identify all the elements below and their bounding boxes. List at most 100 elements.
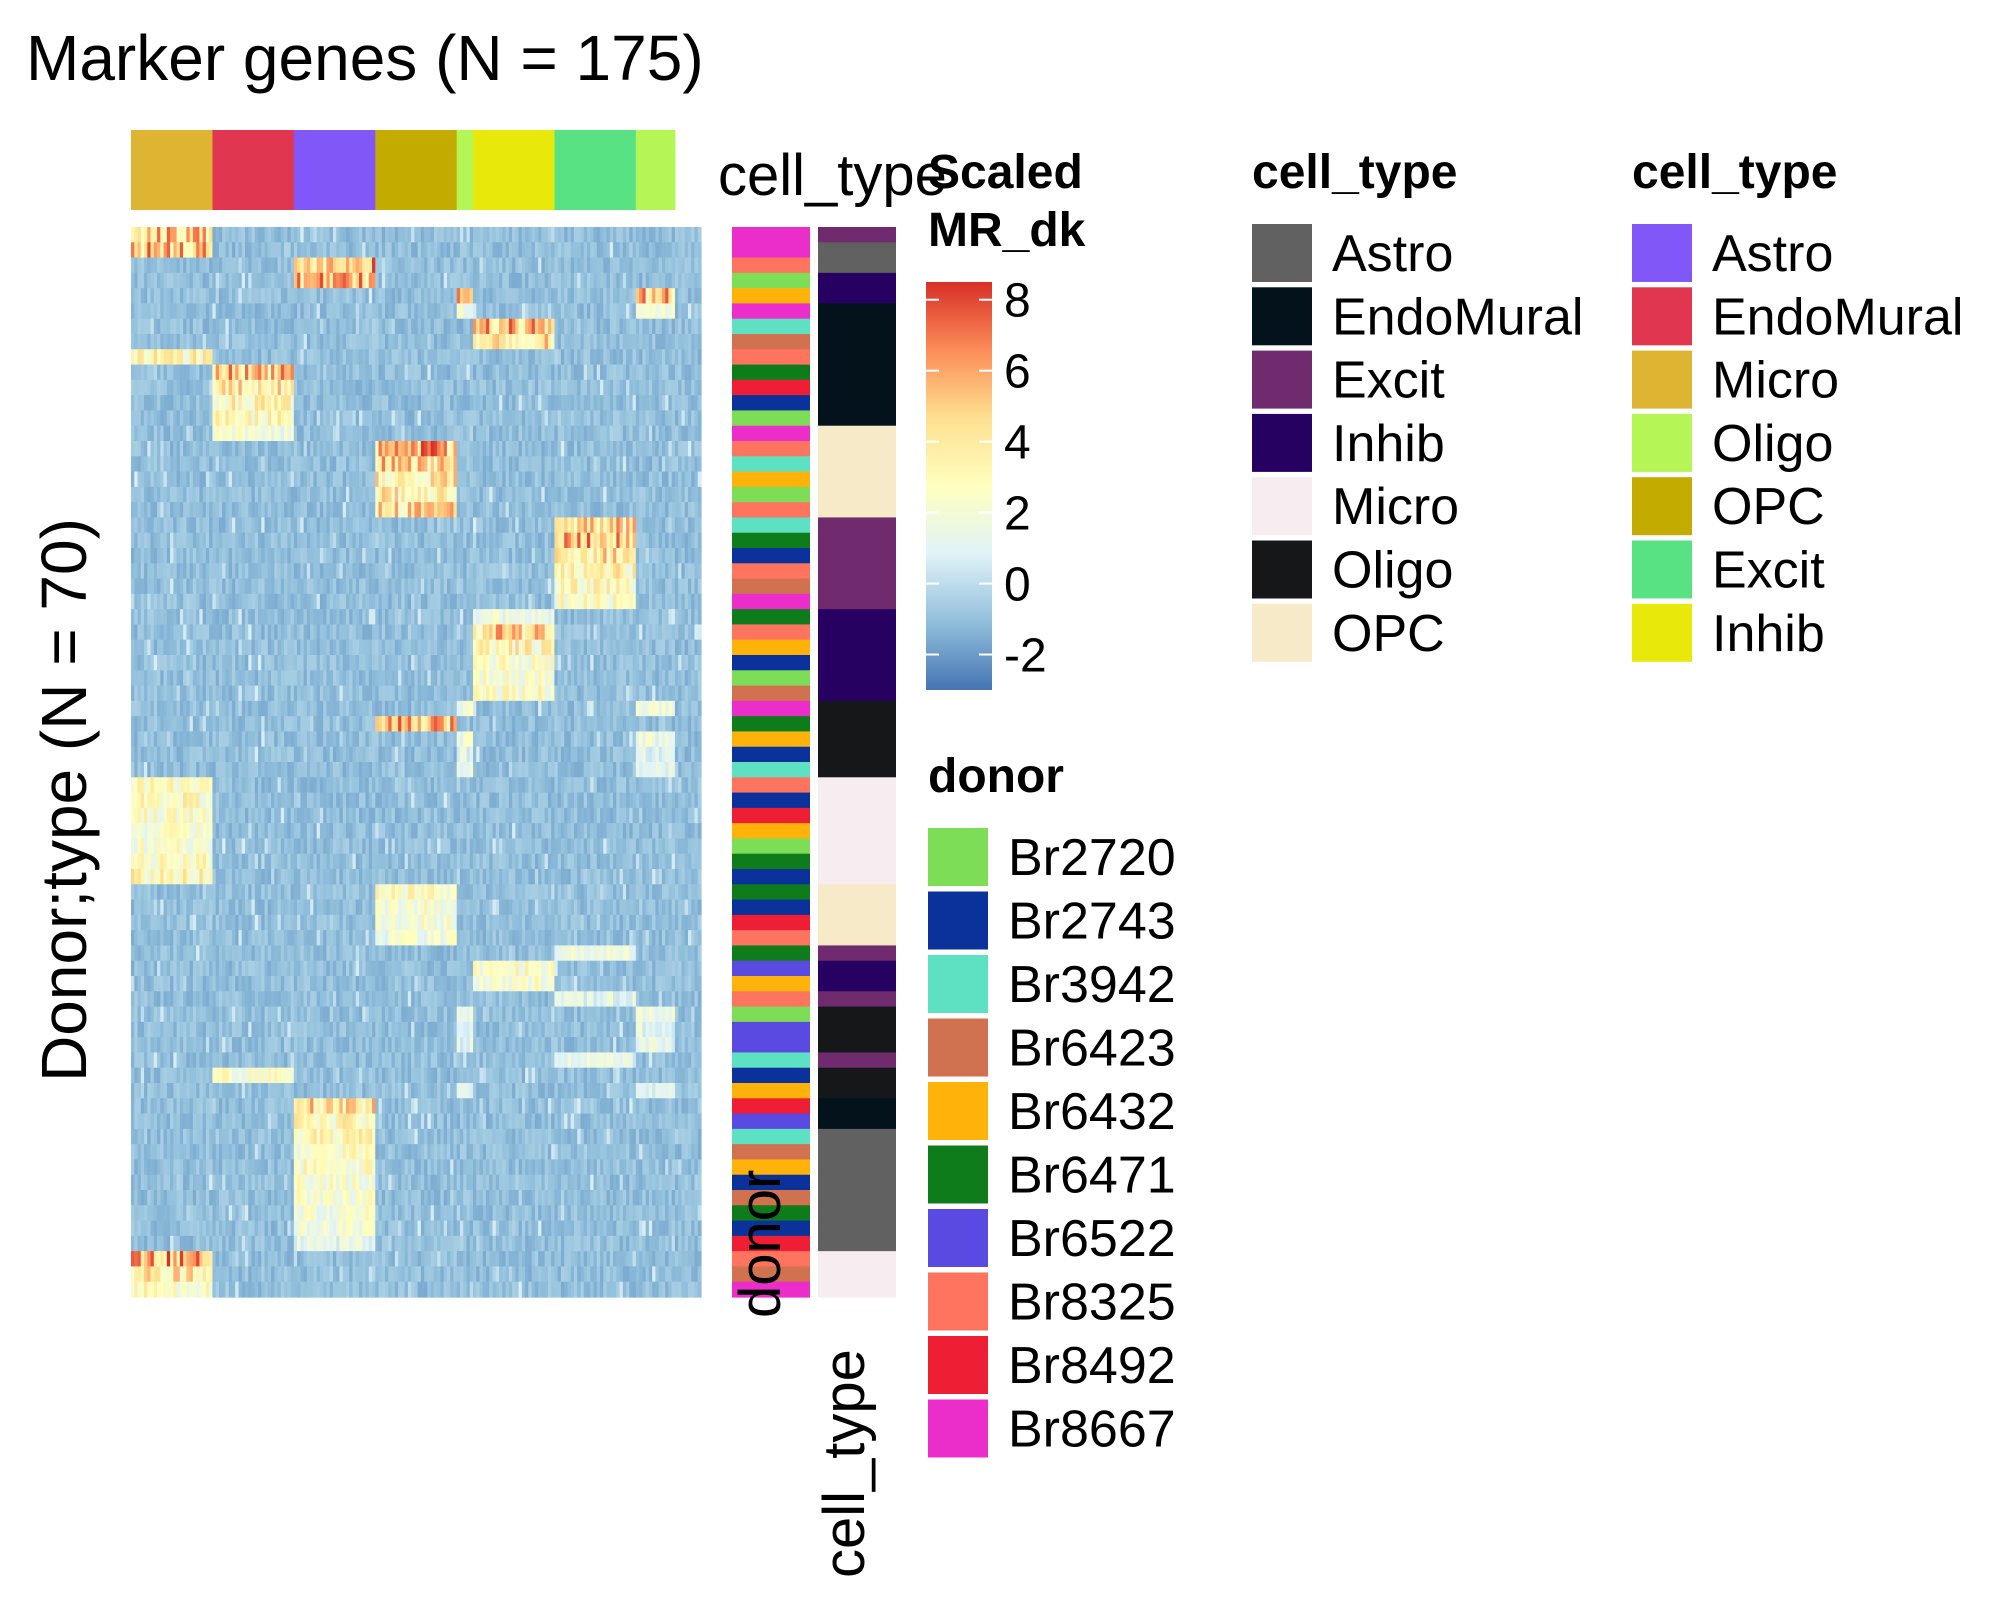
heatmap-cell (547, 257, 552, 274)
heatmap-cell (323, 257, 328, 274)
heatmap-cell (329, 318, 334, 335)
heatmap-cell (248, 379, 253, 396)
heatmap-cell (183, 578, 187, 595)
heatmap-cell (271, 593, 275, 610)
heatmap-cell (189, 227, 194, 243)
heatmap-cell (173, 502, 178, 519)
heatmap-cell (212, 410, 217, 427)
heatmap-cell (245, 379, 249, 396)
heatmap-cell (691, 578, 696, 595)
heatmap-cell (313, 272, 318, 289)
heatmap-cell (655, 456, 660, 473)
heatmap-cell (137, 349, 142, 366)
heatmap-cell (147, 593, 152, 610)
heatmap-cell (251, 502, 256, 519)
heatmap-cell (388, 303, 393, 320)
heatmap-cell (482, 486, 487, 503)
heatmap-cell (196, 318, 200, 335)
heatmap-cell (626, 471, 630, 488)
heatmap-cell (241, 517, 246, 534)
heatmap-cell (479, 578, 484, 595)
heatmap-cell (473, 502, 477, 519)
heatmap-cell (326, 593, 331, 610)
heatmap-cell (443, 548, 448, 564)
heatmap-cell (228, 578, 233, 595)
heatmap-cell (629, 471, 634, 488)
heatmap-cell (661, 639, 666, 656)
heatmap-cell (609, 425, 614, 442)
heatmap-cell (163, 517, 168, 534)
heatmap-cell (316, 502, 321, 519)
heatmap-cell (254, 593, 259, 610)
heatmap-cell (398, 609, 402, 626)
heatmap-cell (359, 639, 363, 656)
heatmap-cell (205, 242, 210, 259)
heatmap-cell (528, 242, 533, 259)
heatmap-cell (297, 425, 301, 442)
heatmap-cell (635, 334, 640, 350)
heatmap-cell (157, 318, 161, 335)
heatmap-cell (489, 441, 494, 457)
heatmap-cell (277, 334, 282, 350)
heatmap-cell (254, 548, 259, 564)
heatmap-cell (147, 272, 152, 289)
heatmap-cell (196, 272, 200, 289)
heatmap-cell (469, 502, 474, 519)
heatmap-cell (170, 425, 174, 442)
heatmap-cell (391, 410, 396, 427)
heatmap-cell (502, 609, 507, 626)
heatmap-cell (512, 609, 516, 626)
heatmap-cell (626, 502, 630, 519)
heatmap-cell (144, 410, 148, 427)
heatmap-cell (430, 227, 435, 243)
heatmap-cell (463, 578, 468, 595)
heatmap-cell (508, 425, 513, 442)
heatmap-cell (160, 272, 165, 289)
heatmap-cell (603, 578, 608, 595)
heatmap-cell (661, 441, 666, 457)
heatmap-cell (163, 655, 168, 671)
heatmap-cell (189, 609, 194, 626)
heatmap-cell (508, 532, 513, 549)
heatmap-cell (671, 349, 676, 366)
heatmap-cell (593, 272, 598, 289)
heatmap-cell (375, 410, 380, 427)
heatmap-cell (489, 593, 494, 610)
heatmap-cell (466, 532, 471, 549)
heatmap-cell (170, 364, 174, 381)
heatmap-cell (137, 548, 142, 564)
heatmap-cell (443, 425, 448, 442)
heatmap-cell (489, 471, 494, 488)
heatmap-cell (560, 609, 565, 626)
heatmap-cell (166, 441, 171, 457)
heatmap-cell (502, 639, 507, 656)
heatmap-cell (593, 364, 598, 381)
heatmap-cell (473, 548, 477, 564)
heatmap-cell (528, 379, 533, 396)
heatmap-cell (583, 609, 588, 626)
heatmap-cell (414, 242, 419, 259)
heatmap-cell (267, 517, 272, 534)
heatmap-cell (583, 227, 588, 243)
heatmap-cell (639, 379, 643, 396)
heatmap-cell (342, 242, 347, 259)
heatmap-cell (580, 425, 585, 442)
heatmap-cell (596, 288, 601, 305)
heatmap-cell (459, 609, 464, 626)
heatmap-cell (391, 593, 396, 610)
heatmap-cell (293, 471, 298, 488)
heatmap-cell (385, 318, 389, 335)
heatmap-cell (674, 563, 679, 580)
heatmap-cell (202, 486, 207, 503)
heatmap-cell (225, 395, 230, 412)
heatmap-cell (375, 349, 380, 366)
heatmap-cell (538, 242, 542, 259)
heatmap-cell (378, 532, 383, 549)
heatmap-cell (632, 303, 637, 320)
heatmap-cell (486, 410, 490, 427)
heatmap-cell (372, 288, 376, 305)
heatmap-cell (508, 257, 513, 274)
heatmap-cell (267, 257, 272, 274)
heatmap-cell (668, 349, 673, 366)
heatmap-cell (476, 441, 481, 457)
